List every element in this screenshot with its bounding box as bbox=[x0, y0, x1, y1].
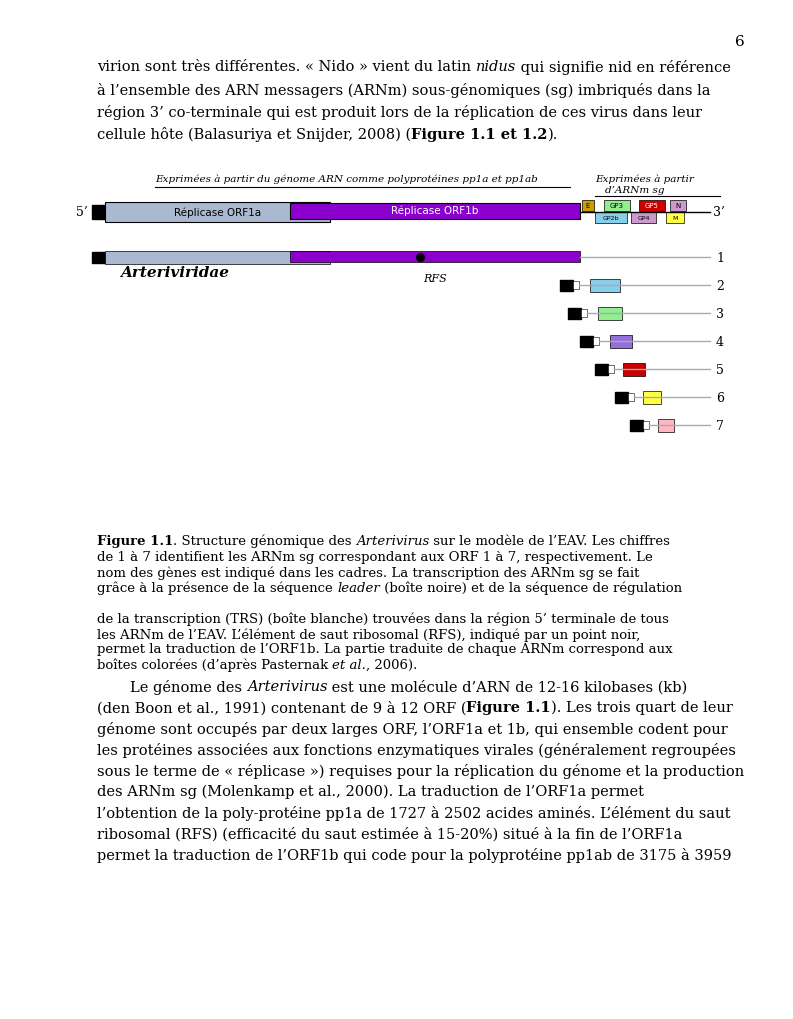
Text: (boîte noire) et de la séquence de régulation: (boîte noire) et de la séquence de régul… bbox=[380, 581, 682, 594]
Text: E: E bbox=[586, 204, 590, 209]
Text: les ARNm de l’EAV. L’élément de saut ribosomal (RFS), indiqué par un point noir,: les ARNm de l’EAV. L’élément de saut rib… bbox=[97, 628, 640, 641]
Text: Réplicase ORF1a: Réplicase ORF1a bbox=[174, 208, 261, 218]
Bar bbox=[604, 201, 630, 212]
Bar bbox=[666, 213, 684, 224]
Bar bbox=[631, 213, 656, 224]
Bar bbox=[598, 307, 622, 320]
Bar bbox=[590, 279, 620, 292]
Bar bbox=[628, 393, 634, 401]
Bar bbox=[615, 392, 628, 404]
Bar bbox=[643, 391, 661, 405]
Text: 1: 1 bbox=[716, 252, 724, 264]
Text: GP5: GP5 bbox=[645, 204, 659, 209]
Bar bbox=[639, 201, 665, 212]
Text: permet la traduction de l’ORF1b qui code pour la polyprotéine pp1ab de 3175 à 39: permet la traduction de l’ORF1b qui code… bbox=[97, 847, 731, 862]
Text: ). Les trois quart de leur: ). Les trois quart de leur bbox=[551, 700, 733, 714]
Text: 5: 5 bbox=[716, 363, 724, 376]
Text: à l’ensemble des ARN messagers (ARNm) sous-génomiques (sg) imbriqués dans la: à l’ensemble des ARN messagers (ARNm) so… bbox=[97, 83, 711, 98]
Bar bbox=[593, 337, 599, 345]
Bar bbox=[595, 364, 608, 375]
Bar bbox=[658, 419, 674, 432]
Bar bbox=[595, 213, 627, 224]
Bar bbox=[643, 422, 649, 430]
Bar bbox=[670, 201, 686, 212]
Text: Arteriviridae: Arteriviridae bbox=[121, 266, 229, 280]
Text: d’ARNm sg: d’ARNm sg bbox=[605, 185, 665, 195]
Text: sur le modèle de l’EAV. Les chiffres: sur le modèle de l’EAV. Les chiffres bbox=[429, 535, 670, 547]
Text: et al.: et al. bbox=[332, 658, 366, 672]
Text: 6: 6 bbox=[716, 391, 724, 405]
Bar bbox=[92, 253, 105, 263]
Text: 5’: 5’ bbox=[76, 206, 88, 219]
Text: ).: ). bbox=[548, 127, 558, 142]
Text: Réplicase ORF1b: Réplicase ORF1b bbox=[391, 206, 479, 216]
Text: 3’: 3’ bbox=[713, 206, 725, 219]
Bar bbox=[92, 206, 105, 220]
Text: Figure 1.1: Figure 1.1 bbox=[466, 700, 551, 714]
Text: sous le terme de « réplicase ») requises pour la réplication du génome et la pro: sous le terme de « réplicase ») requises… bbox=[97, 763, 745, 779]
Text: 6: 6 bbox=[735, 35, 745, 49]
Bar bbox=[568, 308, 581, 319]
Bar bbox=[105, 203, 330, 223]
Text: des ARNm sg (Molenkamp et al., 2000). La traduction de l’ORF1a permet: des ARNm sg (Molenkamp et al., 2000). La… bbox=[97, 785, 644, 799]
Text: N: N bbox=[676, 204, 680, 209]
Bar bbox=[290, 204, 580, 220]
Text: de la transcription (TRS) (boîte blanche) trouvées dans la région 5’ terminale d: de la transcription (TRS) (boîte blanche… bbox=[97, 611, 668, 626]
Text: GP2b: GP2b bbox=[603, 216, 619, 221]
Text: 7: 7 bbox=[716, 419, 724, 432]
Text: Figure 1.1 et 1.2: Figure 1.1 et 1.2 bbox=[411, 127, 548, 142]
Text: Exprimées à partir: Exprimées à partir bbox=[595, 175, 694, 184]
Text: nom des gènes est indiqué dans les cadres. La transcription des ARNm sg se fait: nom des gènes est indiqué dans les cadre… bbox=[97, 566, 639, 579]
Text: virion sont très différentes. « Nido » vient du latin: virion sont très différentes. « Nido » v… bbox=[97, 60, 476, 74]
Bar bbox=[573, 281, 579, 289]
Text: cellule hôte (Balasuriya et Snijder, 2008) (: cellule hôte (Balasuriya et Snijder, 200… bbox=[97, 127, 411, 143]
Text: boîtes colorées (d’après Pasternak: boîtes colorées (d’après Pasternak bbox=[97, 658, 332, 672]
Text: qui signifie nid en référence: qui signifie nid en référence bbox=[516, 60, 731, 75]
Text: les protéines associées aux fonctions enzymatiques virales (généralement regroup: les protéines associées aux fonctions en… bbox=[97, 742, 736, 757]
Text: grâce à la présence de la séquence: grâce à la présence de la séquence bbox=[97, 581, 337, 594]
Text: , 2006).: , 2006). bbox=[366, 658, 418, 672]
Bar bbox=[610, 335, 632, 348]
Bar bbox=[582, 201, 594, 212]
Text: M: M bbox=[672, 216, 678, 221]
Bar bbox=[608, 366, 614, 374]
Bar bbox=[290, 252, 580, 262]
Text: Figure 1.1: Figure 1.1 bbox=[97, 535, 174, 547]
Text: GP4: GP4 bbox=[638, 216, 649, 221]
Text: ribosomal (RFS) (efficacité du saut estimée à 15-20%) situé à la fin de l’ORF1a: ribosomal (RFS) (efficacité du saut esti… bbox=[97, 826, 682, 841]
Text: GP3: GP3 bbox=[610, 204, 624, 209]
Text: de 1 à 7 identifient les ARNm sg correspondant aux ORF 1 à 7, respectivement. Le: de 1 à 7 identifient les ARNm sg corresp… bbox=[97, 550, 653, 562]
Text: Arterivirus: Arterivirus bbox=[247, 680, 328, 693]
Text: 3: 3 bbox=[716, 307, 724, 320]
Text: RFS: RFS bbox=[423, 274, 447, 283]
Text: Arterivirus: Arterivirus bbox=[356, 535, 429, 547]
Bar bbox=[105, 252, 330, 264]
Text: 4: 4 bbox=[716, 335, 724, 348]
Text: permet la traduction de l’ORF1b. La partie traduite de chaque ARNm correspond au: permet la traduction de l’ORF1b. La part… bbox=[97, 643, 672, 656]
Text: (den Boon et al., 1991) contenant de 9 à 12 ORF (: (den Boon et al., 1991) contenant de 9 à… bbox=[97, 700, 466, 714]
Bar bbox=[580, 336, 593, 347]
Text: Le génome des: Le génome des bbox=[130, 680, 247, 694]
Bar bbox=[581, 310, 587, 318]
Text: région 3’ co-terminale qui est produit lors de la réplication de ces virus dans : région 3’ co-terminale qui est produit l… bbox=[97, 105, 702, 120]
Text: génome sont occupés par deux larges ORF, l’ORF1a et 1b, qui ensemble codent pour: génome sont occupés par deux larges ORF,… bbox=[97, 721, 728, 737]
Text: . Structure génomique des: . Structure génomique des bbox=[174, 535, 356, 548]
Text: nidus: nidus bbox=[476, 60, 516, 74]
Text: 2: 2 bbox=[716, 279, 724, 292]
Text: est une molécule d’ARN de 12-16 kilobases (kb): est une molécule d’ARN de 12-16 kilobase… bbox=[328, 680, 688, 694]
Bar bbox=[630, 420, 643, 431]
Bar bbox=[623, 363, 645, 376]
Bar bbox=[560, 280, 573, 291]
Text: Exprimées à partir du génome ARN comme polyprotéines pp1a et pp1ab: Exprimées à partir du génome ARN comme p… bbox=[155, 175, 538, 184]
Text: l’obtention de la poly-protéine pp1a de 1727 à 2502 acides aminés. L’élément du : l’obtention de la poly-protéine pp1a de … bbox=[97, 805, 730, 820]
Text: leader: leader bbox=[337, 581, 380, 594]
